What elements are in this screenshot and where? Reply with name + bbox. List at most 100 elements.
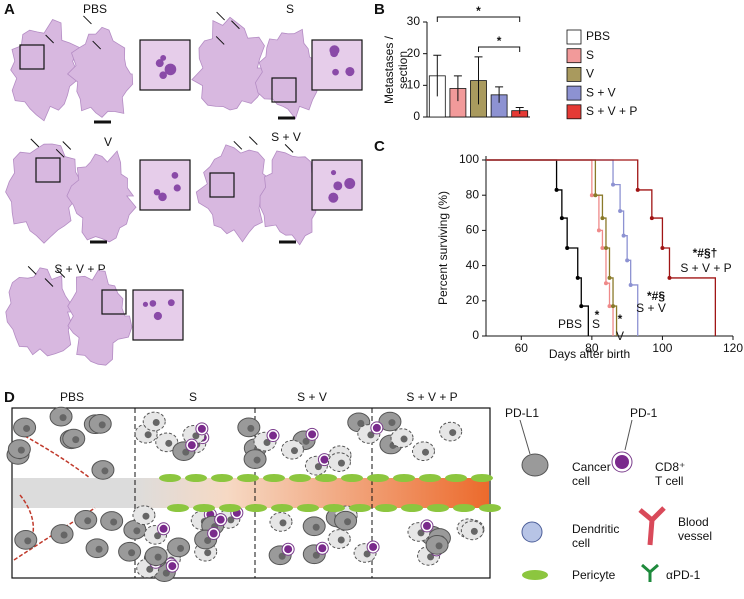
tissue bbox=[10, 19, 80, 122]
survival-step bbox=[669, 277, 717, 336]
y-tick-label: 80 bbox=[466, 187, 480, 201]
legend-label: S + V + P bbox=[586, 104, 637, 118]
nucleus bbox=[344, 518, 352, 526]
nucleus bbox=[247, 424, 255, 432]
metastasis bbox=[159, 71, 167, 79]
survival-step bbox=[598, 229, 604, 248]
panel-label: C bbox=[374, 138, 385, 155]
survival-step bbox=[613, 183, 621, 212]
t-cell-nucleus bbox=[320, 455, 329, 464]
callout-label: PD-1 bbox=[630, 406, 658, 420]
tissue bbox=[191, 16, 270, 111]
x-tick-label: 60 bbox=[515, 341, 529, 355]
series-label: S bbox=[592, 317, 600, 331]
y-tick-label: 0 bbox=[413, 109, 420, 123]
survival-step bbox=[486, 159, 614, 185]
y-tick-label: 20 bbox=[466, 293, 480, 307]
pericyte bbox=[401, 504, 423, 512]
nucleus bbox=[60, 531, 68, 539]
pericyte bbox=[419, 474, 441, 482]
arrow bbox=[248, 136, 258, 145]
nucleus bbox=[312, 523, 320, 531]
error-bar bbox=[453, 75, 462, 102]
tissue bbox=[66, 150, 137, 243]
survival-step bbox=[630, 284, 639, 336]
x-tick-label: 120 bbox=[723, 341, 743, 355]
y-tick-label: 30 bbox=[407, 14, 421, 28]
blood-vessel bbox=[13, 478, 489, 508]
zoom-region bbox=[101, 289, 127, 315]
nucleus bbox=[314, 463, 322, 471]
legend-swatch bbox=[566, 104, 582, 120]
error-bar bbox=[495, 86, 504, 103]
survival-step bbox=[567, 247, 579, 278]
nucleus bbox=[154, 532, 162, 540]
survival-step bbox=[602, 217, 607, 248]
significance-label: * bbox=[595, 308, 600, 322]
metastasis bbox=[149, 300, 157, 307]
nucleus bbox=[152, 418, 160, 426]
t-cell-nucleus bbox=[308, 430, 317, 439]
pericyte bbox=[349, 504, 371, 512]
arrow bbox=[83, 15, 92, 25]
column-label: PBS bbox=[60, 390, 84, 404]
x-axis-label: Days after birth bbox=[549, 347, 630, 361]
y-axis-label: Metastases / bbox=[382, 35, 396, 104]
nucleus bbox=[253, 456, 261, 464]
pericyte bbox=[323, 504, 345, 512]
pericyte bbox=[341, 474, 363, 482]
nucleus bbox=[367, 431, 375, 439]
legend-icon bbox=[615, 455, 629, 469]
pericyte bbox=[245, 504, 267, 512]
arrow bbox=[45, 34, 54, 44]
tissue bbox=[254, 28, 320, 120]
legend-label: αPD-1 bbox=[666, 568, 701, 582]
zoom-region bbox=[35, 157, 61, 183]
legend-icon bbox=[522, 570, 548, 580]
pericyte bbox=[271, 504, 293, 512]
survival-step bbox=[595, 194, 604, 219]
tissue bbox=[5, 267, 73, 357]
survival-step bbox=[577, 277, 582, 307]
nucleus bbox=[337, 459, 345, 467]
survival-step bbox=[561, 217, 568, 248]
t-cell-nucleus bbox=[422, 521, 431, 530]
t-cell-nucleus bbox=[269, 431, 278, 440]
metastasis bbox=[160, 54, 167, 61]
survival-step bbox=[605, 282, 611, 307]
survival-step bbox=[651, 217, 664, 248]
survival-step bbox=[486, 159, 597, 196]
significance-label: *#§† bbox=[693, 246, 718, 260]
section-label: V bbox=[104, 135, 112, 149]
nucleus bbox=[227, 516, 235, 524]
metastasis bbox=[164, 63, 177, 76]
legend-label: Cancer bbox=[572, 460, 611, 474]
nucleus bbox=[435, 542, 443, 550]
nucleus bbox=[204, 549, 212, 557]
column-label: S + V + P bbox=[406, 390, 457, 404]
y-tick-label: 20 bbox=[407, 46, 421, 60]
pericyte bbox=[393, 474, 415, 482]
pericyte bbox=[479, 504, 501, 512]
nucleus bbox=[449, 429, 457, 437]
legend-label: S + V bbox=[586, 85, 616, 99]
error-bar bbox=[474, 56, 483, 105]
pericyte bbox=[237, 474, 259, 482]
legend-label: T cell bbox=[655, 474, 683, 488]
zoom-region bbox=[19, 44, 45, 70]
y-tick-label: 40 bbox=[466, 258, 480, 272]
nucleus bbox=[427, 553, 435, 561]
nucleus bbox=[470, 527, 478, 535]
legend-label: Blood bbox=[678, 515, 709, 529]
legend-label: vessel bbox=[678, 529, 712, 543]
nucleus bbox=[17, 446, 25, 454]
survival-step bbox=[556, 189, 563, 219]
survival-step bbox=[662, 247, 671, 278]
nucleus bbox=[128, 549, 136, 557]
arrow bbox=[216, 11, 225, 21]
y-axis-label: section bbox=[396, 51, 410, 89]
t-cell-nucleus bbox=[369, 542, 378, 551]
nucleus bbox=[388, 419, 396, 427]
legend-swatch bbox=[566, 48, 582, 64]
